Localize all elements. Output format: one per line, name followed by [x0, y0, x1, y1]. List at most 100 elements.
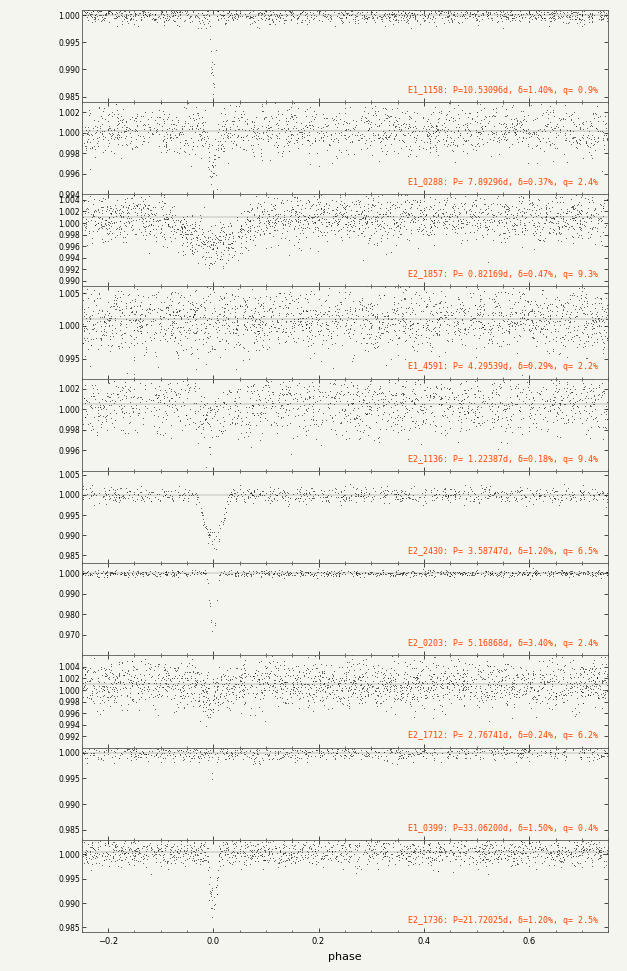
Point — [391, 214, 401, 229]
Point — [414, 566, 424, 582]
Point — [436, 843, 446, 858]
Point — [427, 11, 437, 26]
Point — [349, 146, 359, 161]
Point — [87, 230, 97, 246]
Point — [551, 484, 561, 499]
Point — [122, 666, 132, 682]
Point — [228, 233, 238, 249]
Point — [264, 666, 274, 682]
Point — [413, 327, 423, 343]
Point — [352, 656, 362, 672]
Point — [537, 679, 547, 694]
Point — [274, 112, 284, 127]
Point — [325, 325, 335, 341]
Point — [585, 660, 595, 676]
Point — [577, 847, 587, 862]
Point — [150, 285, 161, 301]
Point — [111, 562, 121, 578]
Point — [233, 568, 243, 584]
Point — [361, 406, 371, 421]
Point — [324, 217, 334, 232]
Point — [477, 5, 487, 20]
Point — [292, 401, 302, 417]
Point — [503, 11, 513, 26]
Point — [576, 189, 586, 205]
Point — [175, 11, 185, 26]
Point — [131, 114, 141, 129]
Point — [522, 849, 532, 864]
Point — [166, 680, 176, 695]
Point — [503, 211, 514, 226]
Point — [546, 373, 556, 388]
Point — [99, 683, 109, 698]
Point — [322, 128, 332, 144]
Point — [513, 669, 523, 685]
Point — [413, 683, 423, 698]
Point — [207, 524, 217, 540]
Point — [306, 671, 316, 686]
Point — [441, 127, 451, 143]
Point — [577, 678, 587, 693]
Point — [153, 742, 163, 757]
Point — [181, 857, 191, 873]
Point — [530, 688, 540, 704]
Point — [465, 6, 475, 21]
Point — [521, 389, 531, 405]
Point — [416, 290, 426, 306]
Point — [517, 203, 527, 218]
Point — [593, 129, 603, 145]
Point — [447, 385, 457, 400]
Point — [296, 121, 306, 137]
Point — [583, 742, 593, 757]
Point — [547, 215, 557, 230]
Point — [393, 409, 403, 424]
Point — [586, 567, 596, 583]
Point — [501, 668, 511, 684]
Point — [364, 678, 374, 693]
Point — [573, 849, 583, 864]
Point — [485, 567, 495, 583]
Point — [494, 316, 504, 331]
Point — [207, 892, 217, 908]
Point — [90, 11, 100, 26]
Point — [370, 220, 380, 236]
Point — [212, 887, 222, 902]
Point — [282, 386, 292, 402]
Point — [181, 567, 191, 583]
Point — [409, 377, 419, 392]
Point — [480, 838, 490, 854]
Point — [150, 345, 161, 360]
Point — [453, 687, 463, 703]
Point — [190, 403, 200, 419]
Point — [349, 315, 359, 330]
Point — [155, 309, 165, 324]
Point — [564, 486, 574, 502]
Point — [206, 44, 216, 59]
Point — [434, 104, 444, 119]
Point — [93, 201, 103, 217]
Point — [103, 312, 113, 327]
Point — [182, 568, 192, 584]
Point — [219, 422, 229, 438]
Point — [458, 6, 468, 21]
Point — [403, 319, 413, 335]
Point — [127, 566, 137, 582]
Point — [125, 295, 135, 311]
Point — [473, 383, 483, 398]
Point — [217, 695, 227, 711]
Point — [140, 488, 150, 504]
Point — [236, 218, 246, 233]
Point — [443, 217, 453, 232]
Point — [103, 684, 113, 699]
Point — [212, 680, 222, 695]
Point — [498, 566, 508, 582]
Point — [383, 129, 393, 145]
Point — [402, 231, 412, 247]
Point — [218, 222, 228, 238]
Point — [543, 5, 553, 20]
Point — [138, 410, 148, 425]
Point — [452, 313, 462, 328]
Point — [488, 304, 498, 319]
Point — [474, 14, 484, 29]
Point — [549, 490, 559, 506]
